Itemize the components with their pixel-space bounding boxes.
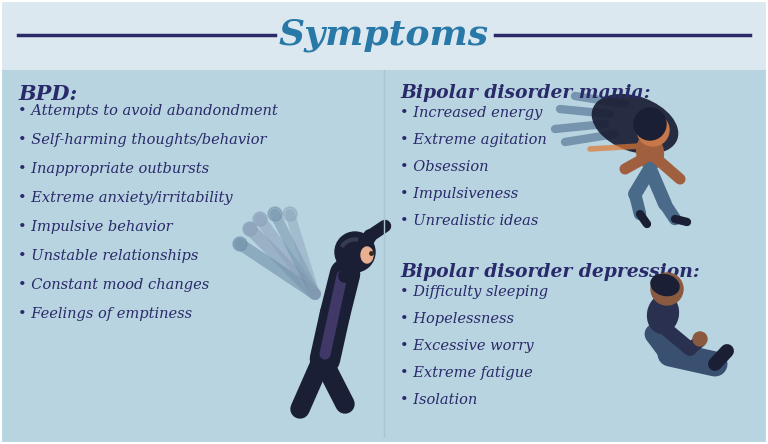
Text: • Constant mood changes: • Constant mood changes: [18, 278, 209, 292]
Ellipse shape: [361, 247, 373, 263]
Text: • Hopelessness: • Hopelessness: [400, 312, 514, 326]
Circle shape: [268, 207, 282, 221]
Text: Bipolar disorder mania:: Bipolar disorder mania:: [400, 84, 650, 102]
Circle shape: [243, 222, 257, 236]
Bar: [0, 0, 768, 70]
Text: • Feelings of emptiness: • Feelings of emptiness: [18, 307, 192, 321]
Text: • Difficulty sleeping: • Difficulty sleeping: [400, 285, 548, 299]
Circle shape: [283, 207, 297, 221]
Circle shape: [651, 273, 683, 305]
Ellipse shape: [591, 94, 678, 154]
Text: • Extreme agitation: • Extreme agitation: [400, 133, 547, 147]
Text: • Inappropriate outbursts: • Inappropriate outbursts: [18, 162, 209, 176]
Text: • Excessive worry: • Excessive worry: [400, 339, 534, 353]
Circle shape: [634, 108, 666, 140]
Text: • Unrealistic ideas: • Unrealistic ideas: [400, 214, 538, 228]
Text: • Impulsiveness: • Impulsiveness: [400, 187, 518, 201]
Text: Bipolar disorder depression:: Bipolar disorder depression:: [400, 263, 700, 281]
Text: • Isolation: • Isolation: [400, 393, 477, 407]
Text: BPD:: BPD:: [18, 84, 78, 104]
Circle shape: [233, 237, 247, 251]
Text: Symptoms: Symptoms: [279, 18, 489, 52]
Bar: [0, 70, 768, 444]
Ellipse shape: [647, 294, 679, 334]
Text: • Impulsive behavior: • Impulsive behavior: [18, 220, 173, 234]
Text: • Attempts to avoid abandondment: • Attempts to avoid abandondment: [18, 104, 278, 118]
Circle shape: [253, 212, 267, 226]
Ellipse shape: [650, 274, 680, 296]
Circle shape: [637, 114, 669, 146]
Circle shape: [335, 232, 375, 272]
Text: • Self-harming thoughts/behavior: • Self-harming thoughts/behavior: [18, 133, 266, 147]
Text: • Increased energy: • Increased energy: [400, 106, 542, 120]
Ellipse shape: [636, 134, 664, 170]
Text: • Obsession: • Obsession: [400, 160, 488, 174]
Text: • Extreme fatigue: • Extreme fatigue: [400, 366, 533, 380]
Circle shape: [693, 332, 707, 346]
Text: • Extreme anxiety/irritability: • Extreme anxiety/irritability: [18, 191, 233, 205]
Text: • Unstable relationships: • Unstable relationships: [18, 249, 198, 263]
